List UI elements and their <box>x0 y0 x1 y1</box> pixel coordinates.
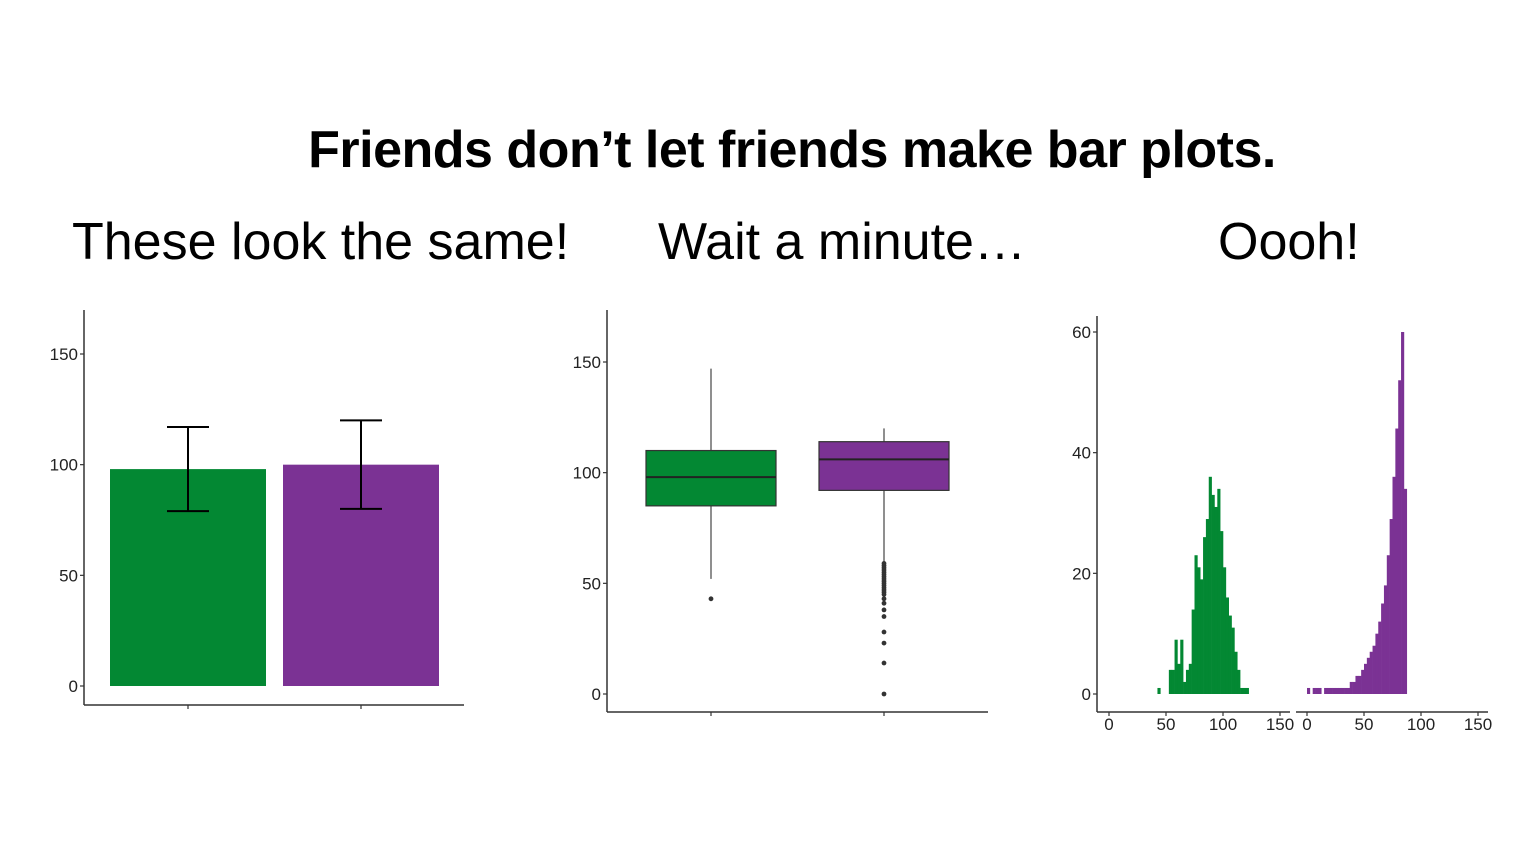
histogram-bar <box>1366 657 1370 694</box>
y-tick-label: 0 <box>1082 685 1091 704</box>
outlier-point <box>881 691 887 697</box>
y-tick-label: 40 <box>1072 444 1091 463</box>
histogram-bar <box>1398 380 1402 694</box>
histogram-bar <box>1389 519 1393 694</box>
histogram-bar <box>1381 603 1385 694</box>
histogram-bar <box>1386 555 1390 694</box>
histogram-bar <box>1332 687 1336 694</box>
subtitle-box-plot: Wait a minute… <box>658 213 1026 271</box>
histogram-bar <box>1352 681 1356 694</box>
histogram-bar <box>1217 488 1221 694</box>
outlier-point <box>881 640 887 646</box>
x-tick-label: 100 <box>1209 715 1237 734</box>
histogram-bar <box>1378 621 1382 694</box>
histogram-bar <box>1326 687 1331 694</box>
histogram-bar <box>1245 687 1249 694</box>
y-tick-label: 0 <box>592 685 601 704</box>
outlier-point <box>881 600 887 606</box>
histogram-bar <box>1228 615 1232 694</box>
histogram-bar <box>1205 519 1210 694</box>
y-tick-label: 50 <box>582 574 601 593</box>
histogram-bar <box>1358 675 1362 694</box>
histogram-bar <box>1349 681 1353 694</box>
outlier-point <box>881 592 887 597</box>
histogram-bar <box>1194 555 1198 694</box>
histogram-bar <box>1185 669 1190 694</box>
histogram-bar <box>1203 537 1207 694</box>
x-tick-label: 150 <box>1464 715 1492 734</box>
box <box>645 449 777 507</box>
histogram-bar <box>1225 597 1229 694</box>
histogram-bar <box>1168 669 1172 694</box>
histogram-bar <box>1346 687 1351 694</box>
y-tick-label: 100 <box>50 456 78 475</box>
subtitle-histogram: Oooh! <box>1218 213 1360 271</box>
histogram-bar <box>1242 687 1247 694</box>
histogram-bar <box>1223 567 1227 694</box>
histogram-bar <box>1329 687 1333 694</box>
histogram-bar <box>1211 494 1215 694</box>
histogram-bar <box>1401 332 1405 694</box>
histogram-bar <box>1312 687 1316 694</box>
histogram-bar <box>1180 639 1184 694</box>
histogram-bar <box>1214 506 1218 694</box>
histogram-bar <box>1177 663 1181 694</box>
x-tick-label: 50 <box>1355 715 1374 734</box>
histogram-bar <box>1324 687 1328 694</box>
y-tick-label: 150 <box>50 345 78 364</box>
y-tick-label: 150 <box>573 353 601 372</box>
y-tick-label: 100 <box>573 464 601 483</box>
histogram-bar <box>1392 476 1396 694</box>
histogram-bar <box>1220 531 1224 694</box>
histogram-bar <box>1237 669 1241 694</box>
outlier-point <box>881 660 887 666</box>
histogram-bar <box>1383 585 1388 694</box>
histogram-bar <box>1200 579 1204 694</box>
x-tick-label: 0 <box>1302 715 1311 734</box>
histogram-bar <box>1208 476 1212 694</box>
histogram-bar <box>1403 488 1408 694</box>
histogram-bar <box>1341 687 1345 694</box>
histogram-bar <box>1157 687 1161 694</box>
outlier-point <box>708 596 714 602</box>
x-tick-label: 50 <box>1157 715 1176 734</box>
histogram-bar <box>1344 687 1348 694</box>
y-tick-label: 0 <box>69 677 78 696</box>
histogram-bar <box>1191 609 1195 694</box>
histogram-bar <box>1372 645 1376 694</box>
outlier-point <box>881 596 887 602</box>
histogram-bar <box>1188 663 1192 694</box>
histogram-bar <box>1338 687 1342 694</box>
histogram-bar <box>1183 681 1187 694</box>
histogram-bar <box>1355 675 1359 694</box>
histogram-bar <box>1318 687 1322 694</box>
histogram-bar <box>1240 687 1244 694</box>
histogram-bar <box>1234 651 1238 694</box>
outlier-point <box>881 614 887 619</box>
outlier-point <box>881 607 887 613</box>
histogram-bar <box>1171 669 1175 694</box>
histogram-bar <box>1335 687 1339 694</box>
histogram-bar <box>1361 669 1365 694</box>
histogram-bar <box>1315 687 1319 694</box>
x-tick-label: 0 <box>1104 715 1113 734</box>
y-tick-label: 20 <box>1072 564 1091 583</box>
histogram-bar <box>1307 687 1311 694</box>
subtitle-bar-plot: These look the same! <box>72 213 570 271</box>
outlier-point <box>881 629 887 635</box>
histogram-bar <box>1364 663 1368 694</box>
x-tick-label: 100 <box>1407 715 1435 734</box>
slide-title: Friends don’t let friends make bar plots… <box>308 121 1276 179</box>
y-tick-label: 60 <box>1072 323 1091 342</box>
histogram-bar <box>1369 651 1373 694</box>
y-tick-label: 50 <box>59 566 78 585</box>
histogram-bar <box>1231 627 1235 694</box>
histogram-bar <box>1174 639 1178 694</box>
x-tick-label: 150 <box>1266 715 1294 734</box>
histogram-bar <box>1395 428 1399 694</box>
histogram-bar <box>1197 567 1201 694</box>
box <box>818 441 950 491</box>
histogram-bar <box>1375 633 1379 694</box>
